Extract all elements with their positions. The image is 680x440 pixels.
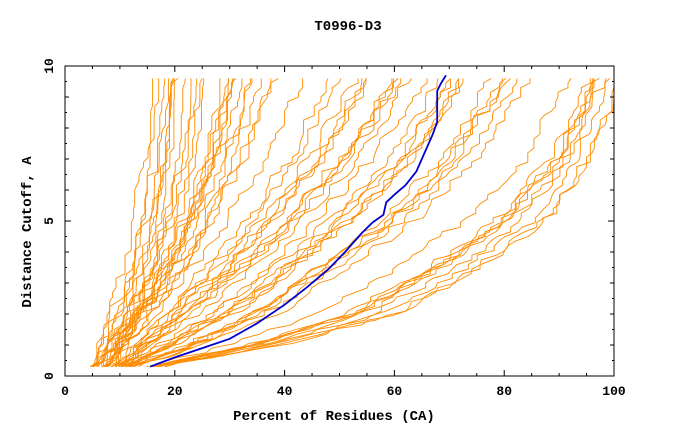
background-series-line <box>101 78 205 367</box>
background-series-line <box>106 78 251 367</box>
background-series-line <box>115 78 272 367</box>
x-tick-label: 80 <box>496 384 512 399</box>
highlight-series-group <box>149 74 447 368</box>
background-series-line <box>92 78 169 368</box>
axes: 0 20 40 60 80 100 0 5 10 <box>42 58 626 399</box>
y-tick-label: 5 <box>42 217 57 225</box>
background-series-line <box>153 78 572 368</box>
background-series-line <box>104 78 262 368</box>
y-tick-label: 10 <box>42 58 57 74</box>
background-series-line <box>132 78 503 368</box>
x-tick-label: 60 <box>387 384 403 399</box>
x-tick-label: 40 <box>277 384 293 399</box>
background-series-line <box>133 78 507 368</box>
highlight-series-line <box>149 74 447 368</box>
background-series-line <box>166 78 615 368</box>
background-series-line <box>103 78 186 367</box>
background-series-line <box>89 78 166 368</box>
background-series-line <box>109 78 229 367</box>
background-series-line <box>114 78 329 368</box>
background-series-line <box>106 78 243 367</box>
chart-title: T0996-D3 <box>314 19 381 35</box>
background-series-line <box>111 78 363 368</box>
background-series-line <box>96 78 154 367</box>
background-series-line <box>97 78 198 367</box>
background-series-group <box>89 78 615 368</box>
background-series-line <box>128 78 452 368</box>
background-series-line <box>105 78 192 367</box>
background-series-line <box>155 78 595 368</box>
background-series-line <box>128 78 464 368</box>
background-series-line <box>126 78 439 368</box>
x-tick-label: 100 <box>602 384 626 399</box>
background-series-line <box>115 78 367 368</box>
background-series-line <box>90 78 174 368</box>
background-series-line <box>104 78 253 368</box>
background-series-line <box>130 78 512 368</box>
background-series-line <box>114 78 342 368</box>
x-tick-label: 0 <box>61 384 69 399</box>
background-series-line <box>90 78 175 368</box>
background-series-line <box>115 78 304 367</box>
background-series-line <box>150 78 595 368</box>
background-series-line <box>124 78 460 368</box>
background-series-line <box>153 78 610 368</box>
background-series-line <box>107 78 229 367</box>
background-series-line <box>118 78 367 367</box>
background-series-line <box>110 78 279 368</box>
background-series-line <box>130 78 518 368</box>
y-axis-label: Distance Cutoff, A <box>20 156 36 308</box>
background-series-line <box>130 78 428 367</box>
y-tick-label: 0 <box>42 372 57 380</box>
background-series-line <box>120 78 393 368</box>
background-series-line <box>119 78 412 368</box>
background-series-line <box>158 78 591 368</box>
background-series-line <box>106 78 221 367</box>
background-series-line <box>157 78 607 368</box>
background-series-line <box>121 78 451 368</box>
background-series-line <box>164 78 615 368</box>
background-series-line <box>130 78 492 368</box>
x-tick-label: 20 <box>167 384 183 399</box>
background-series-line <box>159 78 593 368</box>
background-series-line <box>129 78 460 367</box>
background-series-line <box>121 78 402 367</box>
x-axis-label: Percent of Residues (CA) <box>233 409 435 425</box>
